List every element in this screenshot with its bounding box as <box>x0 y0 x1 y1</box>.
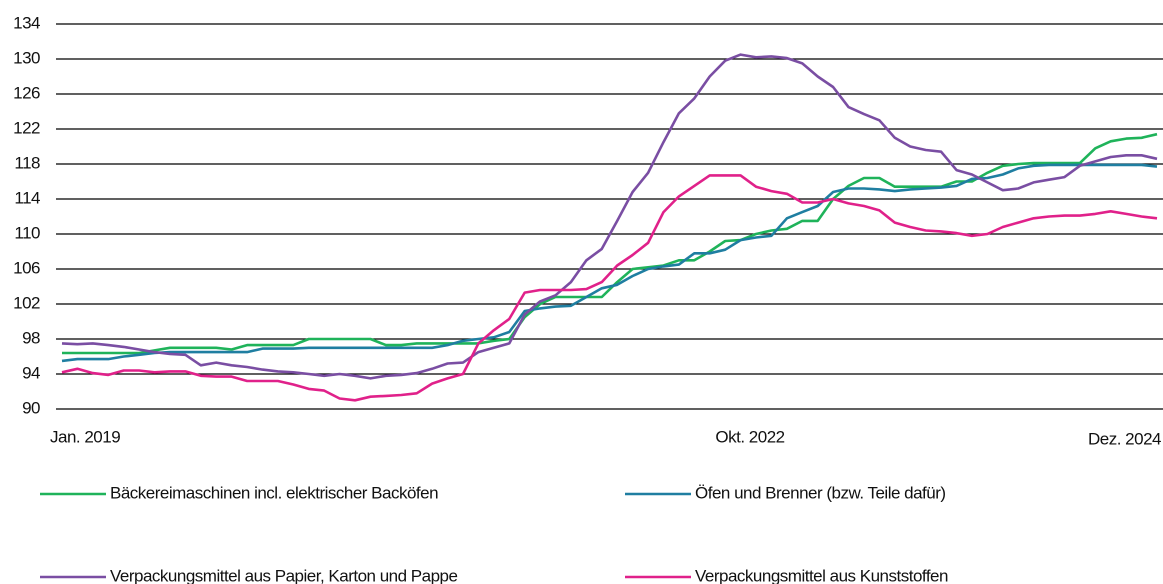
x-tick-label: Jan. 2019 <box>50 427 120 446</box>
y-tick-label: 122 <box>13 118 40 137</box>
series-line <box>61 53 1158 380</box>
y-tick-label: 106 <box>13 258 40 277</box>
legend-label: Öfen und Brenner (bzw. Teile dafür) <box>695 483 946 502</box>
y-tick-label: 90 <box>22 398 40 417</box>
y-tick-label: 94 <box>22 363 40 382</box>
series-line <box>61 174 1158 402</box>
y-tick-label: 134 <box>13 13 40 32</box>
series-line <box>62 132 1158 355</box>
y-tick-label: 114 <box>14 188 40 207</box>
legend-label: Verpackungsmittel aus Papier, Karton und… <box>110 566 458 584</box>
y-tick-label: 110 <box>14 223 40 242</box>
y-tick-label: 118 <box>14 153 40 172</box>
legend-label: Verpackungsmittel aus Kunststoffen <box>695 566 948 584</box>
x-tick-label: Okt. 2022 <box>715 427 784 446</box>
y-tick-label: 98 <box>22 328 40 347</box>
y-tick-label: 102 <box>13 293 40 312</box>
series-line <box>61 163 1158 363</box>
y-tick-label: 130 <box>13 48 40 67</box>
y-tick-label: 126 <box>13 83 40 102</box>
legend-label: Bäckereimaschinen incl. elektrischer Bac… <box>110 483 438 502</box>
x-tick-label: Dez. 2024 <box>1088 429 1161 448</box>
